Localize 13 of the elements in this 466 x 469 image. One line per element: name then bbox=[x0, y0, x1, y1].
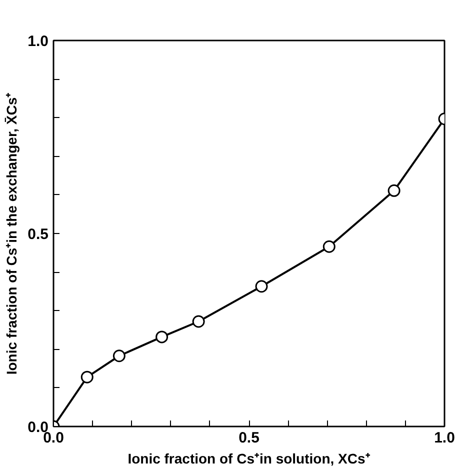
point bbox=[255, 280, 268, 293]
point bbox=[388, 184, 400, 197]
point bbox=[112, 350, 126, 362]
y-tick-label: 1.0 bbox=[28, 33, 49, 50]
point bbox=[156, 330, 168, 344]
point bbox=[192, 315, 205, 328]
y-axis-title: Ionic fraction of Cs⁺in the exchanger, X̄Cs⁺ bbox=[4, 92, 20, 375]
x-axis-title: Ionic fraction of Cs⁺in solution, XCs⁺ bbox=[128, 450, 370, 466]
x-tick-label: 0.5 bbox=[238, 430, 260, 446]
point bbox=[322, 240, 336, 253]
y-tick-label: 0.5 bbox=[28, 226, 49, 243]
point bbox=[80, 370, 94, 384]
x-tick-label: 1.0 bbox=[434, 430, 455, 446]
